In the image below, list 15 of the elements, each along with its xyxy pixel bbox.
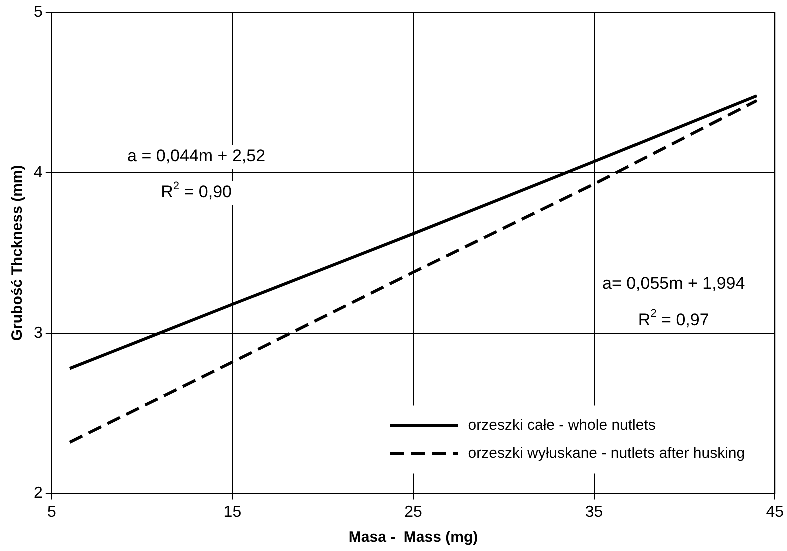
y-tick-label: 3: [34, 324, 43, 342]
annotation: a= 0,055m + 1,994: [602, 274, 746, 294]
x-tick-label: 35: [585, 504, 604, 521]
y-tick-label: 4: [34, 164, 43, 182]
legend-label: orzeszki całe - whole nutlets: [468, 416, 656, 434]
y-tick-label: 5: [34, 4, 43, 22]
x-tick-label: 15: [224, 504, 242, 521]
x-tick-label: 5: [47, 504, 56, 521]
annotation: a = 0,044m + 2,52: [128, 146, 266, 166]
y-axis-title: Grubość Thckness (mm): [9, 165, 26, 342]
legend-label: orzeszki wyłuskane - nutlets after husking: [468, 444, 746, 462]
x-tick-label: 25: [404, 504, 422, 521]
x-tick-label: 45: [766, 504, 784, 521]
y-tick-label: 2: [34, 485, 43, 502]
x-axis-title: Masa - Mass (mg): [348, 529, 478, 546]
